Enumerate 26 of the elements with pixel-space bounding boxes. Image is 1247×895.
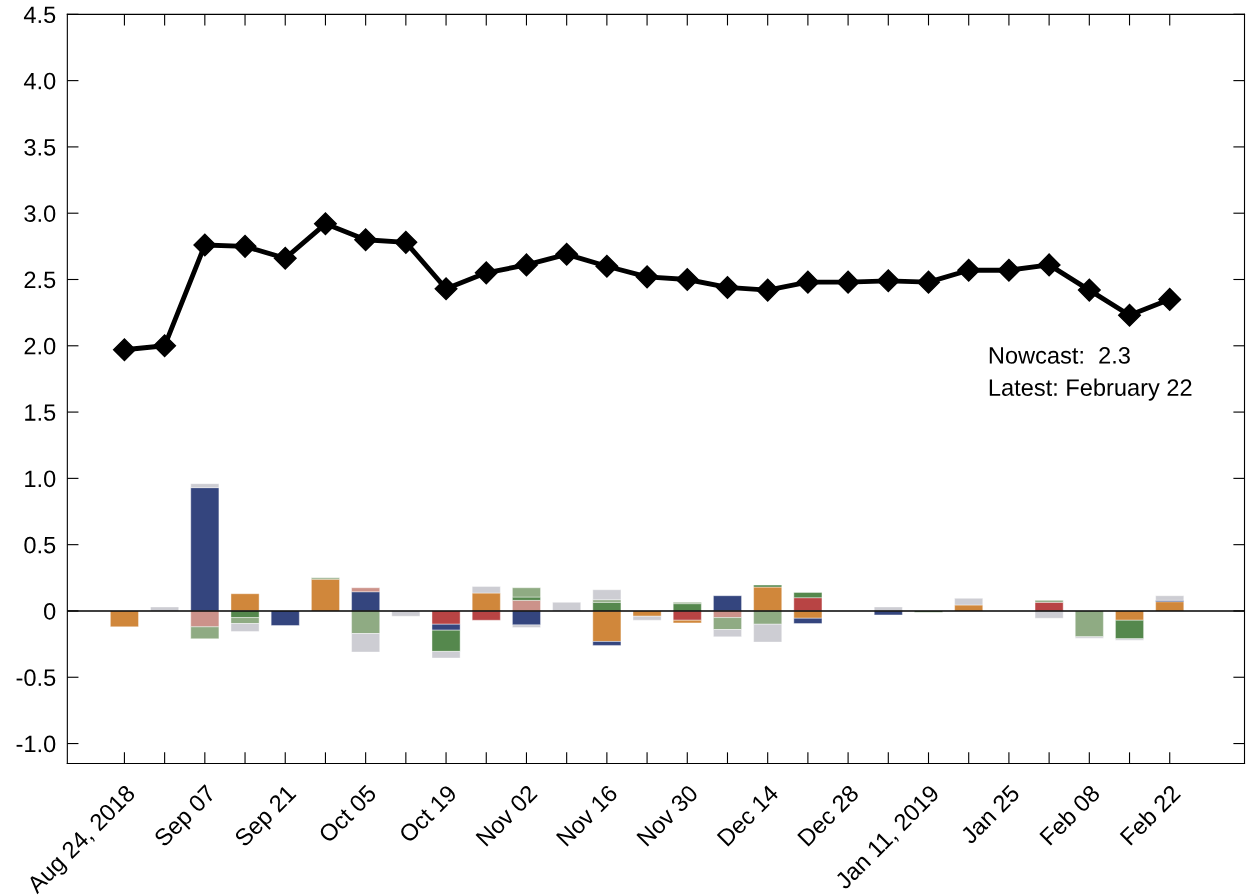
- annotation: Nowcast: 2.3: [989, 347, 1130, 364]
- y-tick-label: -0.5: [16, 669, 56, 687]
- y-tick-label: 3.0: [24, 205, 56, 222]
- x-tick-label: Dec 28: [797, 784, 860, 847]
- x-tick-label: Feb 22: [1119, 783, 1182, 846]
- x-tick-label: Nov 16: [555, 784, 619, 847]
- annotation: Latest: February 22: [989, 378, 1192, 401]
- y-tick-label: 4.5: [23, 6, 56, 24]
- y-tick-label: 2.0: [24, 337, 56, 355]
- x-tick-label: Jan 25: [959, 784, 1021, 846]
- y-tick-label: 2.5: [24, 271, 56, 289]
- x-tick-label: Dec 14: [716, 783, 780, 847]
- y-tick-label: 0: [44, 603, 56, 620]
- y-tick-label: 1.5: [25, 404, 56, 421]
- y-tick-label: 1.0: [25, 470, 56, 488]
- y-tick-label: 0.5: [24, 536, 56, 554]
- y-tick-label: 3.5: [24, 138, 56, 156]
- x-tick-label: Oct 19: [398, 784, 458, 844]
- x-tick-label: Nov 02: [475, 784, 538, 847]
- y-tick-label: 4.0: [23, 72, 56, 90]
- y-tick-label: -1.0: [16, 735, 56, 753]
- x-tick-label: Sep 21: [233, 784, 300, 851]
- x-tick-label: Sep 07: [153, 784, 220, 851]
- x-tick-label: Oct 05: [317, 784, 378, 844]
- x-tick-label: Feb 08: [1038, 783, 1101, 846]
- x-tick-label: Nov 30: [636, 783, 699, 847]
